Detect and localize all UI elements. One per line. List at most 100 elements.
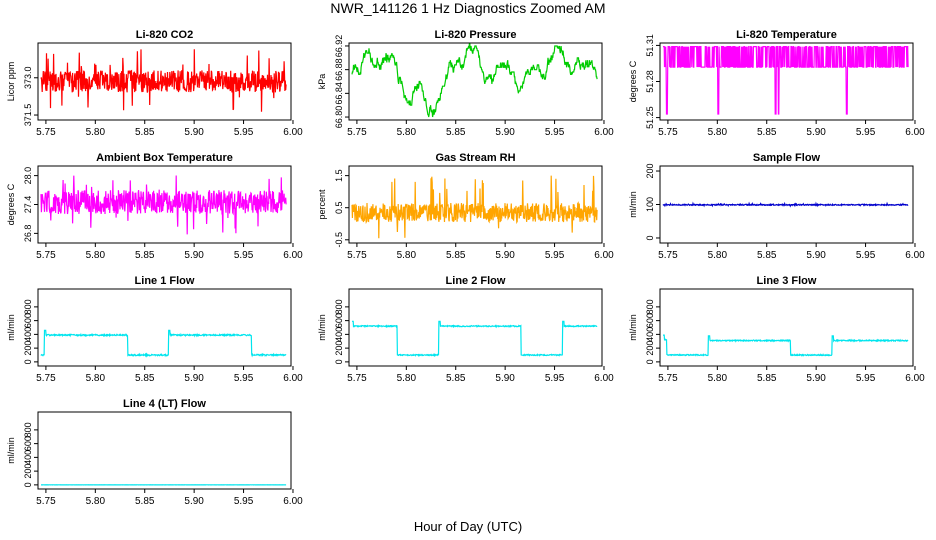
x-tick-label: 5.85 — [757, 127, 777, 138]
plot-frame — [37, 411, 292, 490]
x-tick-label: 5.75 — [658, 373, 678, 384]
y-tick-label: 0 — [645, 235, 655, 240]
x-tick-label: 5.80 — [86, 250, 106, 261]
series-line-ambient — [40, 175, 287, 235]
x-tick-label: 5.90 — [495, 373, 515, 384]
x-tick-label: 6.00 — [283, 127, 303, 138]
y-tick-label: 0.5 — [334, 201, 344, 214]
plot-frame — [659, 288, 914, 367]
x-tick-label: 5.95 — [856, 250, 876, 261]
x-axis-label: Hour of Day (UTC) — [414, 519, 522, 534]
panel-title: Li-820 Pressure — [435, 29, 517, 41]
chart-panel-temperature: Li-820 Temperature 5.75 5.80 5.85 5.90 5.95 6.… — [628, 29, 925, 138]
series-line-line1 — [40, 329, 287, 358]
x-tick-label: 5.85 — [135, 250, 155, 261]
x-tick-label: 5.85 — [135, 373, 155, 384]
y-axis-label: degrees C — [628, 60, 638, 102]
y-axis-label: ml/min — [628, 314, 638, 341]
chart-panel-co2: Li-820 CO2 5.75 5.80 5.85 5.90 5.95 6.00 371.5 3… — [6, 29, 303, 138]
y-axis-label: degrees C — [6, 183, 16, 225]
y-tick-label: 51.31 — [645, 34, 655, 57]
x-tick-label: 5.85 — [135, 127, 155, 138]
x-tick-label: 6.00 — [905, 373, 925, 384]
x-tick-label: 5.75 — [347, 250, 367, 261]
y-axis-label: percent — [317, 189, 327, 220]
x-tick-label: 5.85 — [446, 127, 466, 138]
y-tick-label: 28.0 — [23, 167, 33, 185]
x-tick-label: 6.00 — [283, 250, 303, 261]
y-tick-label: -0.5 — [334, 232, 344, 248]
x-tick-label: 6.00 — [594, 250, 614, 261]
x-tick-label: 6.00 — [283, 373, 303, 384]
series-line-co2 — [40, 49, 287, 112]
x-tick-label: 5.90 — [184, 127, 204, 138]
x-tick-label: 5.95 — [234, 373, 254, 384]
plot-frame — [348, 165, 603, 244]
x-tick-label: 6.00 — [905, 250, 925, 261]
y-tick-label: 600 — [23, 436, 33, 451]
chart-panel-sample: Sample Flow 5.75 5.80 5.85 5.90 5.95 6.00 0 100 2… — [628, 152, 925, 261]
panel-title: Gas Stream RH — [435, 152, 515, 164]
y-tick-label: 400 — [23, 327, 33, 342]
panel-title: Line 2 Flow — [446, 275, 506, 287]
x-tick-label: 6.00 — [594, 127, 614, 138]
y-tick-label: 200 — [23, 341, 33, 356]
panel-title: Li-820 Temperature — [736, 29, 837, 41]
panel-title: Sample Flow — [753, 152, 821, 164]
x-tick-label: 5.85 — [757, 373, 777, 384]
x-tick-label: 5.80 — [708, 250, 728, 261]
y-tick-label: 400 — [23, 450, 33, 465]
y-axis-label: kPa — [317, 74, 327, 90]
x-tick-label: 5.90 — [806, 250, 826, 261]
series-line-temperature — [663, 46, 909, 115]
series-line-sample — [662, 201, 909, 208]
x-tick-label: 5.85 — [757, 250, 777, 261]
x-tick-label: 5.95 — [856, 373, 876, 384]
y-tick-label: 51.25 — [645, 106, 655, 129]
x-tick-label: 5.95 — [545, 250, 565, 261]
y-tick-label: 66.80 — [334, 106, 344, 129]
y-tick-label: 200 — [23, 464, 33, 479]
x-tick-label: 5.95 — [545, 127, 565, 138]
y-axis-label: ml/min — [317, 314, 327, 341]
y-tick-label: 0 — [645, 359, 655, 364]
y-tick-label: 66.92 — [334, 35, 344, 58]
x-tick-label: 5.75 — [36, 127, 56, 138]
y-tick-label: 800 — [334, 299, 344, 314]
y-tick-label: 1.5 — [334, 169, 344, 182]
x-tick-label: 5.95 — [856, 127, 876, 138]
plot-frame — [348, 42, 603, 121]
x-tick-label: 6.00 — [283, 496, 303, 507]
chart-panel-line3: Line 3 Flow 5.75 5.80 5.85 5.90 5.95 6.00 0 2004… — [628, 275, 925, 384]
y-tick-label: 27.4 — [23, 196, 33, 214]
x-tick-label: 5.95 — [234, 250, 254, 261]
x-tick-label: 5.80 — [86, 373, 106, 384]
y-tick-label: 66.88 — [334, 58, 344, 81]
y-tick-label: 66.84 — [334, 82, 344, 105]
x-tick-label: 5.95 — [545, 373, 565, 384]
chart-panel-pressure: Li-820 Pressure 5.75 5.80 5.85 5.90 5.95 6.00 6… — [317, 29, 614, 138]
y-tick-label: 0 — [23, 359, 33, 364]
y-tick-label: 400 — [334, 327, 344, 342]
y-axis-label: ml/min — [628, 191, 638, 218]
x-tick-label: 5.75 — [658, 127, 678, 138]
x-tick-label: 5.95 — [234, 496, 254, 507]
y-tick-label: 0 — [23, 482, 33, 487]
x-tick-label: 5.90 — [184, 373, 204, 384]
panel-title: Line 4 (LT) Flow — [123, 398, 206, 410]
x-tick-label: 5.80 — [86, 496, 106, 507]
series-line-line3 — [663, 334, 909, 357]
chart-panel-rh: Gas Stream RH 5.75 5.80 5.85 5.90 5.95 6.00 -0.… — [317, 152, 614, 261]
y-tick-label: 26.8 — [23, 225, 33, 243]
y-tick-label: 0 — [334, 359, 344, 364]
y-tick-label: 200 — [645, 341, 655, 356]
y-tick-label: 371.5 — [23, 104, 33, 127]
y-tick-label: 200 — [645, 164, 655, 179]
plot-frame — [37, 288, 292, 367]
y-tick-label: 600 — [645, 313, 655, 328]
y-tick-label: 100 — [645, 197, 655, 212]
x-tick-label: 5.80 — [397, 373, 417, 384]
x-tick-label: 5.75 — [36, 373, 56, 384]
y-tick-label: 600 — [23, 313, 33, 328]
